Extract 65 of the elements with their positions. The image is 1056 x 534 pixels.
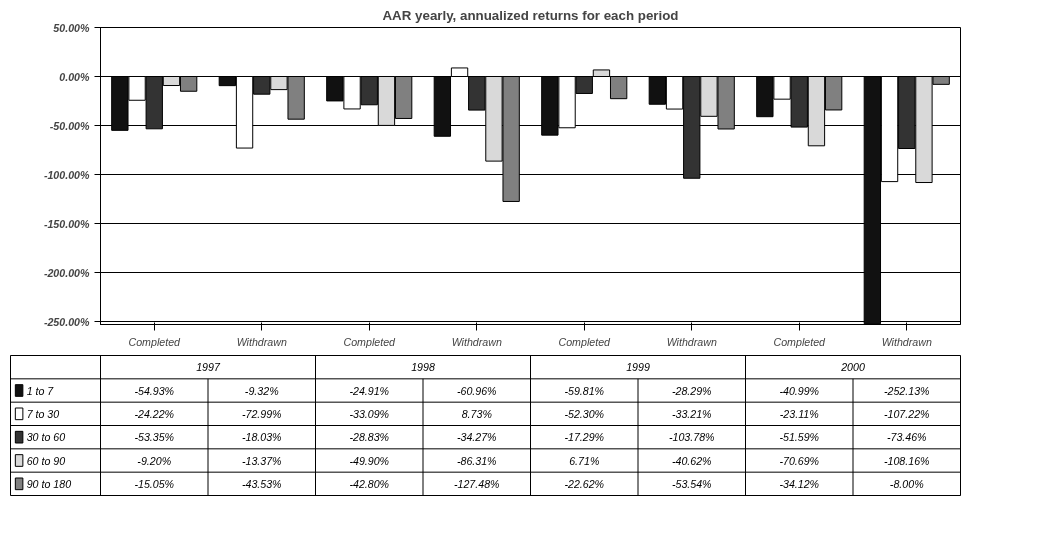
data-label: -54.93% — [134, 384, 175, 397]
data-label: -70.69% — [779, 454, 820, 467]
y-tick-label: -100.00% — [43, 168, 91, 181]
legend-label: 1 to 7 — [26, 384, 55, 397]
data-label: -40.62% — [671, 454, 713, 467]
y-tick-label: 50.00% — [53, 21, 91, 34]
data-label: -28.29% — [671, 384, 713, 397]
data-label: -60.96% — [456, 384, 498, 397]
data-label: -42.80% — [349, 477, 390, 490]
data-label: -108.16% — [883, 454, 931, 467]
legend-label: 7 to 30 — [26, 407, 60, 420]
data-label: -86.31% — [456, 454, 498, 467]
data-label: -73.46% — [886, 431, 928, 444]
data-label: -127.48% — [453, 477, 501, 490]
legend-label: 90 to 180 — [26, 477, 72, 490]
data-label: -34.12% — [779, 477, 820, 490]
data-label: -8.00% — [889, 477, 925, 490]
chart-title: AAR yearly, annualized returns for each period — [382, 7, 679, 23]
data-label: -22.62% — [564, 477, 605, 490]
data-label: -33.21% — [671, 407, 713, 420]
x-tick-label: Withdrawn — [881, 335, 932, 348]
data-label: -103.78% — [668, 431, 716, 444]
x-tick-label: Completed — [773, 335, 827, 348]
data-label: -33.09% — [349, 407, 390, 420]
y-tick-label: -50.00% — [49, 119, 91, 132]
legend-label: 60 to 90 — [26, 454, 66, 467]
data-label: -18.03% — [241, 431, 283, 444]
data-label: -15.05% — [134, 477, 175, 490]
data-label: -23.11% — [779, 407, 820, 420]
data-label: -9.32% — [244, 384, 280, 397]
data-label: -53.54% — [671, 477, 713, 490]
data-label: -13.37% — [241, 454, 283, 467]
data-label: -252.13% — [883, 384, 931, 397]
data-label: -51.59% — [779, 431, 820, 444]
y-tick-label: -150.00% — [43, 217, 91, 230]
data-label: -24.91% — [349, 384, 390, 397]
legend-label: 30 to 60 — [26, 431, 66, 444]
data-label: -28.83% — [349, 431, 390, 444]
data-label: -107.22% — [883, 407, 931, 420]
data-label: -17.29% — [564, 431, 605, 444]
x-tick-label: Withdrawn — [666, 335, 717, 348]
data-label: 8.73% — [461, 407, 493, 420]
data-label: -52.30% — [564, 407, 605, 420]
y-tick-label: 0.00% — [59, 70, 91, 83]
data-label: -59.81% — [564, 384, 605, 397]
data-label: -72.99% — [241, 407, 283, 420]
x-tick-label: Completed — [558, 335, 612, 348]
data-label: -49.90% — [349, 454, 390, 467]
data-label: -24.22% — [134, 407, 175, 420]
x-tick-label: Withdrawn — [451, 335, 502, 348]
y-tick-label: -250.00% — [43, 315, 91, 328]
x-tick-label: Withdrawn — [236, 335, 287, 348]
data-label: 6.71% — [569, 454, 600, 467]
data-label: -34.27% — [456, 431, 498, 444]
text: 1998 — [411, 361, 435, 374]
data-label: -9.20% — [137, 454, 172, 467]
x-tick-label: Completed — [343, 335, 397, 348]
text: 1997 — [196, 361, 221, 374]
data-label: -53.35% — [134, 431, 175, 444]
text: 2000 — [840, 361, 865, 374]
x-tick-label: Completed — [128, 335, 182, 348]
data-label: -43.53% — [241, 477, 283, 490]
y-tick-label: -200.00% — [43, 266, 91, 279]
text: 1999 — [626, 361, 650, 374]
data-label: -40.99% — [779, 384, 820, 397]
